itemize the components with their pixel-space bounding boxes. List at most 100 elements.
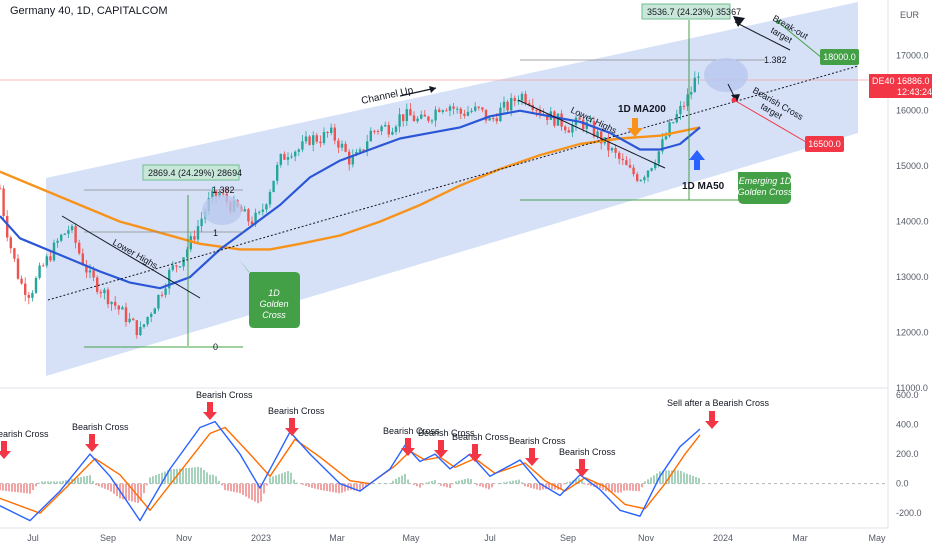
macd-tick-3: 0.0: [896, 479, 909, 489]
macd-hist-bar: [323, 483, 325, 491]
breakout-target-box: [820, 49, 859, 65]
candle: [279, 153, 282, 168]
candle: [409, 103, 412, 116]
macd-hist-bar: [365, 483, 367, 487]
price-tick-6: 17000.0: [896, 50, 929, 60]
price-tag-symbol: DE40: [872, 76, 895, 86]
candle: [63, 233, 66, 236]
macd-hist-bar: [251, 483, 253, 501]
candle: [535, 108, 538, 117]
macd-hist-bar: [308, 483, 310, 488]
macd-bearish-label-0: Bearish Cross: [0, 429, 49, 439]
measure-label-1: 2869.4 (24.29%) 28694: [148, 168, 242, 178]
macd-hist-bar: [608, 483, 610, 492]
macd-tick-1: 400.0: [896, 420, 919, 430]
time-tick-0: Jul: [27, 533, 39, 543]
candle: [297, 148, 300, 156]
macd-hist-bar: [305, 483, 307, 486]
emerging-label-line2: Golden Cross: [737, 187, 793, 197]
macd-hist-bar: [128, 483, 130, 501]
candle: [182, 257, 185, 271]
candle: [607, 131, 610, 157]
macd-hist-bar: [428, 481, 430, 484]
candle: [513, 95, 516, 107]
candle: [171, 261, 174, 272]
macd-hist-bar: [110, 483, 112, 492]
candle: [67, 225, 70, 238]
candle: [272, 180, 275, 193]
golden-cross-label-1: Golden: [259, 299, 288, 309]
candle: [276, 161, 279, 185]
measure-box-1: [142, 164, 240, 181]
macd-bearish-label-8: Bearish Cross: [559, 447, 616, 457]
candle: [564, 124, 567, 134]
time-tick-11: May: [868, 533, 886, 543]
macd-hist-bar: [290, 472, 292, 484]
candle: [578, 112, 581, 120]
macd-hist-bar: [482, 483, 484, 488]
macd-hist-bar: [161, 472, 163, 484]
candle: [56, 238, 59, 248]
macd-hist-bar: [320, 483, 322, 491]
macd-hist-bar: [317, 483, 319, 490]
candle: [553, 110, 556, 128]
macd-hist-bar: [524, 483, 526, 487]
macd-bearish-arrow-4: [401, 438, 415, 456]
ma200-line: [0, 126, 701, 251]
candle: [459, 107, 462, 119]
macd-hist-bar: [458, 480, 460, 484]
macd-hist-bar: [203, 470, 205, 484]
macd-hist-bar: [0, 483, 1, 491]
macd-hist-bar: [632, 483, 634, 491]
candle: [463, 109, 466, 119]
macd-hist-bar: [302, 483, 304, 485]
candle: [567, 126, 570, 133]
candle: [290, 152, 293, 159]
macd-hist-bar: [146, 483, 148, 486]
macd-hist-bar: [425, 482, 427, 484]
macd-hist-bar: [242, 483, 244, 495]
macd-signal-line: [0, 426, 701, 514]
candle: [366, 134, 369, 157]
macd-hist-bar: [137, 483, 139, 504]
macd-hist-bar: [113, 483, 115, 494]
macd-hist-bar: [62, 480, 64, 484]
candle: [675, 109, 678, 124]
macd-hist-bar: [314, 483, 316, 489]
macd-hist-bar: [77, 477, 79, 484]
candle: [628, 158, 632, 169]
candle: [319, 135, 322, 148]
price-tag-value: 16886.0: [897, 76, 930, 86]
candle: [9, 235, 12, 254]
candle: [625, 156, 628, 166]
candle: [456, 106, 459, 114]
macd-hist-bar: [191, 467, 193, 484]
macd-hist-bar: [548, 483, 550, 490]
sell-after-label: Sell after a Bearish Cross: [667, 398, 770, 408]
macd-hist-bar: [599, 483, 601, 489]
macd-hist-bar: [143, 483, 145, 494]
macd-hist-bar: [656, 473, 658, 484]
macd-hist-bar: [209, 474, 211, 484]
macd-hist-bar: [80, 476, 82, 484]
time-tick-8: Nov: [638, 533, 655, 543]
macd-tick-2: 200.0: [896, 449, 919, 459]
candle: [153, 307, 156, 314]
breakout-arrow-line: [734, 21, 791, 51]
macd-hist-bar: [665, 470, 667, 484]
macd-hist-bar: [56, 481, 58, 484]
macd-hist-bar: [650, 477, 652, 484]
candle: [672, 121, 675, 124]
macd-hist-bar: [341, 483, 343, 493]
golden-cross-label-2: Cross: [262, 310, 286, 320]
macd-hist-bar: [167, 470, 169, 484]
macd-hist-bar: [431, 480, 433, 484]
macd-hist-bar: [500, 482, 502, 484]
macd-hist-bar: [92, 480, 94, 484]
macd-hist-bar: [641, 483, 643, 488]
macd-hist-bar: [41, 481, 43, 484]
candle: [42, 263, 45, 267]
candle: [106, 287, 110, 309]
macd-hist-bar: [200, 467, 202, 484]
macd-hist-bar: [269, 477, 271, 484]
